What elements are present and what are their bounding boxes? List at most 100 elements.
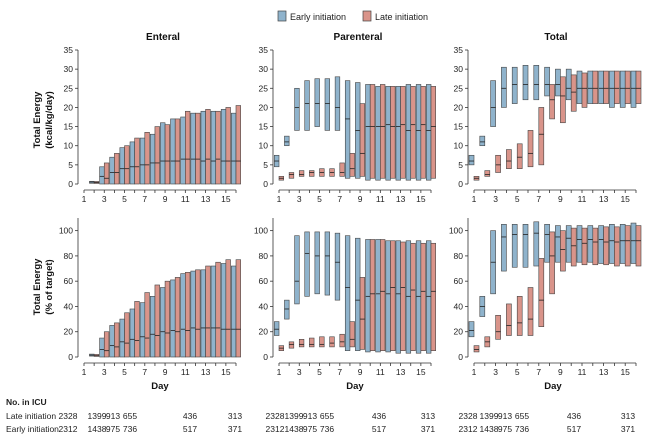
x-tick-label: 15 — [620, 367, 630, 377]
table-counts: 2328 1399 913 655 436 313 2328 1399 913 655 436 313… — [59, 411, 636, 434]
early-box-day-11 — [375, 86, 381, 181]
x-tick-label: 13 — [599, 194, 609, 204]
early-box-day-16 — [231, 265, 237, 358]
y-tick-label: 20 — [259, 327, 269, 337]
late-box-day-16 — [430, 86, 436, 179]
early-box-day-1 — [468, 321, 475, 338]
y-tick-label: 100 — [59, 226, 73, 236]
y-tick-label: 80 — [64, 251, 74, 261]
early-box-day-5 — [511, 66, 518, 104]
y-tick-label: 40 — [64, 301, 74, 311]
x-tick-label: 7 — [337, 367, 342, 377]
table-count: 913 — [498, 411, 512, 421]
late-box-day-7 — [538, 107, 545, 166]
late-box-day-7 — [538, 258, 545, 327]
x-tick-label: 7 — [142, 367, 147, 377]
table-count: 1438 — [285, 424, 304, 434]
early-box-day-8 — [149, 133, 156, 185]
legend-label-late: Late initiation — [375, 12, 428, 22]
x-tick-label: 9 — [558, 194, 563, 204]
x-tick-label: 7 — [536, 367, 541, 377]
late-box-day-13 — [205, 265, 211, 358]
late-box-day-11 — [581, 227, 588, 266]
table-count: 736 — [123, 424, 137, 434]
y-tick-label: 15 — [454, 122, 464, 132]
y-tick-label: 35 — [64, 45, 74, 55]
early-box-day-4 — [109, 325, 115, 358]
y-tick-label: 100 — [449, 226, 463, 236]
x-axis-label-parenteral: Day — [346, 381, 364, 392]
late-box-day-11 — [185, 110, 191, 185]
early-box-day-5 — [119, 147, 125, 185]
late-box-day-2 — [484, 170, 491, 177]
late-box-day-4 — [506, 149, 512, 169]
x-tick-label: 3 — [493, 367, 498, 377]
x-tick-label: 13 — [396, 367, 406, 377]
table-count: 371 — [228, 424, 242, 434]
early-box-day-3 — [99, 337, 105, 358]
icu-count-table: No. in ICU Late initiation Early initiat… — [6, 397, 635, 434]
y-tick-label: 15 — [259, 122, 269, 132]
x-tick-label: 3 — [102, 367, 107, 377]
late-box-day-15 — [624, 225, 631, 267]
x-tick-label: 7 — [142, 194, 147, 204]
late-box-day-3 — [298, 339, 305, 348]
late-box-day-11 — [380, 84, 386, 179]
x-tick-label: 1 — [82, 194, 87, 204]
table-count: 2312 — [59, 424, 78, 434]
table-count: 2328 — [266, 411, 285, 421]
late-box-day-10 — [570, 227, 577, 267]
early-box-day-5 — [314, 231, 320, 295]
late-box-day-3 — [495, 154, 501, 173]
late-box-day-16 — [635, 225, 642, 267]
x-tick-label: 13 — [201, 194, 211, 204]
table-count: 655 — [320, 411, 334, 421]
late-box-day-14 — [410, 86, 416, 179]
late-box-day-12 — [592, 70, 599, 104]
x-tick-label: 9 — [163, 194, 168, 204]
early-box-day-11 — [576, 225, 583, 263]
table-count: 313 — [228, 411, 242, 421]
early-box-day-2 — [479, 135, 486, 147]
late-box-day-5 — [319, 336, 325, 348]
y-tick-label: 25 — [454, 83, 464, 93]
early-box-day-10 — [365, 84, 371, 181]
table-count: 655 — [515, 411, 529, 421]
late-box-day-10 — [570, 74, 577, 112]
x-tick-label: 5 — [317, 367, 322, 377]
table-count: 371 — [421, 424, 435, 434]
early-box-day-9 — [555, 68, 561, 97]
late-box-day-10 — [369, 239, 376, 351]
y-tick-label: 5 — [263, 160, 268, 170]
legend: Early initiation Late initiation — [277, 10, 428, 22]
early-box-day-12 — [587, 70, 594, 104]
early-box-day-7 — [334, 76, 341, 131]
x-tick-label: 3 — [102, 194, 107, 204]
table-row-label-early: Early initiation — [6, 424, 59, 434]
x-tick-label: 11 — [578, 194, 587, 204]
y-label-line1: Total Energy — [32, 258, 43, 316]
y-tick-label: 40 — [454, 301, 464, 311]
x-tick-label: 15 — [221, 367, 231, 377]
y-tick-label: 25 — [64, 83, 74, 93]
early-box-day-8 — [344, 80, 351, 179]
late-box-day-8 — [154, 284, 160, 358]
early-box-day-12 — [385, 240, 391, 353]
early-box-day-3 — [294, 87, 300, 131]
early-box-day-14 — [210, 265, 217, 358]
early-box-day-13 — [598, 225, 604, 264]
late-box-day-13 — [603, 70, 609, 104]
early-box-day-11 — [180, 116, 186, 185]
x-tick-label: 11 — [181, 194, 190, 204]
x-tick-label: 9 — [358, 367, 363, 377]
x-tick-label: 11 — [376, 194, 385, 204]
table-count: 913 — [303, 411, 317, 421]
late-box-day-4 — [506, 303, 512, 336]
table-count: 1399 — [88, 411, 107, 421]
late-box-day-7 — [339, 333, 345, 348]
y-tick-label: 40 — [259, 301, 269, 311]
y-tick-label: 30 — [259, 64, 269, 74]
